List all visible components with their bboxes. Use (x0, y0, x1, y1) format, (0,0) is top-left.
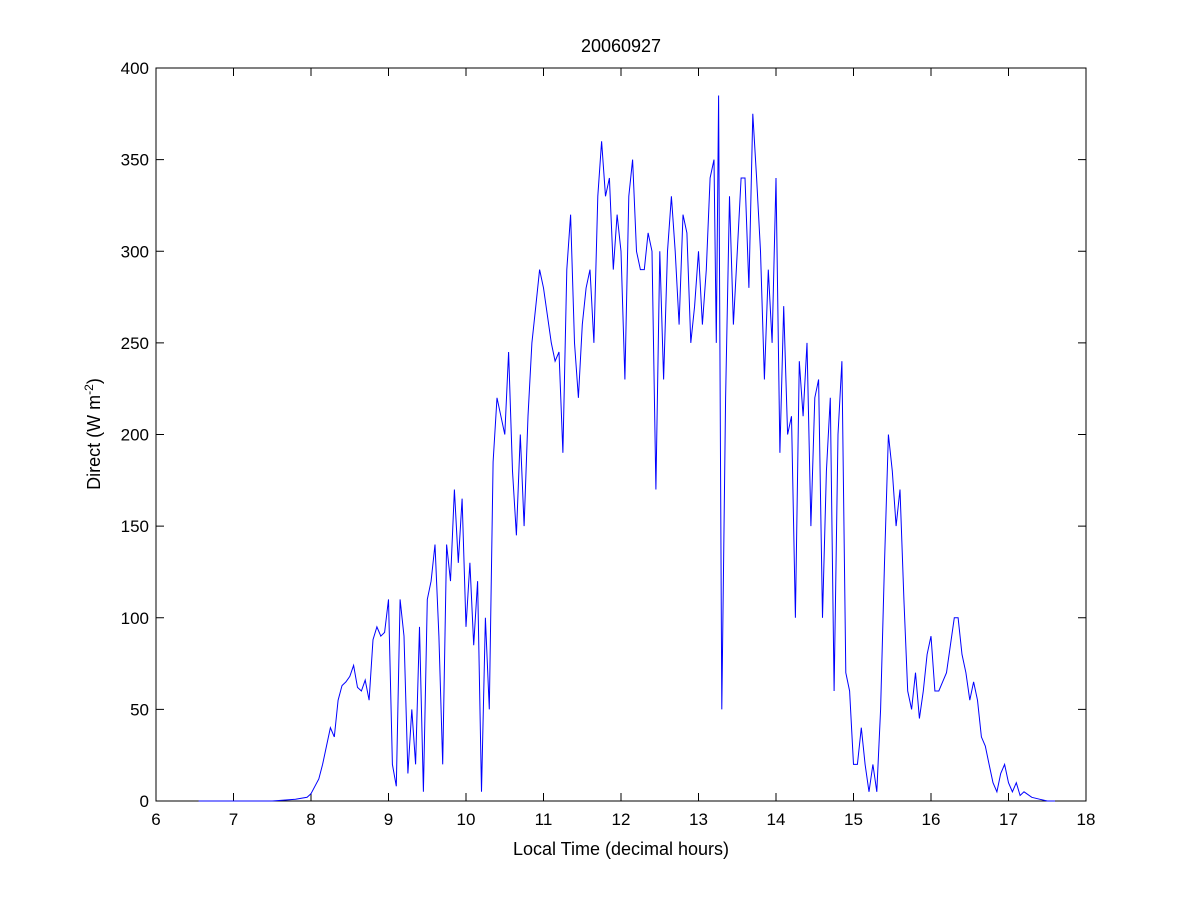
y-tick-label: 50 (130, 700, 149, 719)
x-axis-ticks: 6 7 8 9 10 11 12 13 14 15 16 17 18 (151, 68, 1095, 829)
x-tick-label: 13 (689, 810, 708, 829)
y-tick-label: 100 (121, 609, 149, 628)
x-tick-label: 8 (306, 810, 315, 829)
y-axis-label-main: Direct (W m (84, 395, 104, 490)
x-tick-label: 10 (457, 810, 476, 829)
series-line (198, 95, 1055, 802)
x-tick-label: 15 (844, 810, 863, 829)
y-tick-label: 150 (121, 517, 149, 536)
x-tick-label: 6 (151, 810, 160, 829)
y-axis-label: Direct (W m-2) (82, 378, 104, 490)
x-tick-label: 17 (999, 810, 1018, 829)
y-axis-ticks: 0 50 100 150 200 250 300 350 400 (121, 59, 1086, 811)
y-tick-label: 300 (121, 242, 149, 261)
y-tick-label: 250 (121, 334, 149, 353)
y-axis-label-close: ) (84, 378, 104, 384)
y-tick-label: 400 (121, 59, 149, 78)
y-axis-label-sup: -2 (82, 384, 96, 395)
plot-area (155, 67, 1087, 802)
x-tick-label: 12 (612, 810, 631, 829)
x-tick-label: 16 (922, 810, 941, 829)
x-tick-label: 11 (535, 810, 553, 829)
x-tick-label: 7 (229, 810, 238, 829)
x-tick-label: 14 (767, 810, 786, 829)
y-tick-label: 200 (121, 426, 149, 445)
y-tick-label: 350 (121, 151, 149, 170)
x-axis-label: Local Time (decimal hours) (513, 839, 729, 859)
chart-title: 20060927 (581, 36, 661, 56)
y-tick-label: 0 (140, 792, 149, 811)
x-tick-label: 9 (384, 810, 393, 829)
x-tick-label: 18 (1077, 810, 1096, 829)
